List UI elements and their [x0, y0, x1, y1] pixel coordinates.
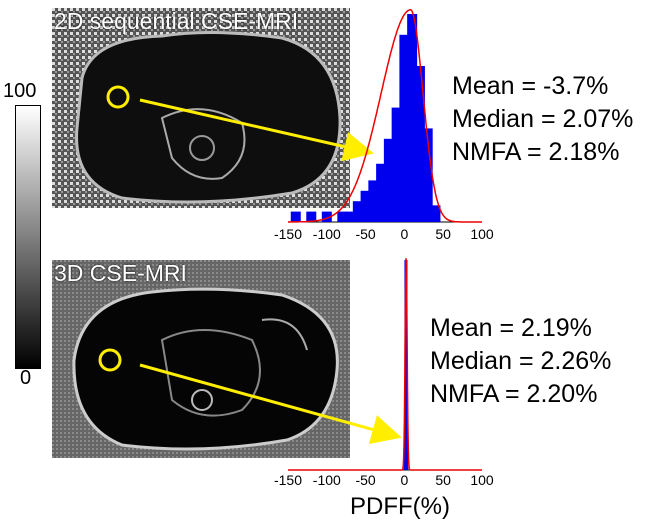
- arrow-2d: [139, 98, 374, 162]
- hist-bar: [337, 211, 348, 222]
- histogram-3d: [288, 258, 482, 471]
- xaxis-tick-label: -100: [312, 472, 341, 488]
- stats-3d-nmfa: NMFA = 2.20%: [430, 380, 598, 408]
- hist-bar: [306, 211, 317, 222]
- hist-bar: [360, 190, 371, 222]
- hist-bar: [321, 211, 332, 222]
- xaxis-tick-label: 50: [435, 472, 451, 488]
- xaxis-tick-label: -150: [273, 472, 303, 488]
- hist-bar: [405, 428, 409, 470]
- hist-bar: [407, 14, 418, 222]
- colorbar-min-label: 0: [20, 367, 32, 389]
- xaxis-tick-label: -150: [273, 226, 303, 242]
- stats-3d-mean: Mean = 2.19%: [430, 314, 592, 342]
- hist-bar: [352, 201, 363, 222]
- roi-circle-2d: [106, 85, 130, 109]
- hist-bar: [376, 163, 387, 222]
- hist-bar: [399, 34, 410, 222]
- hist-bar: [391, 107, 402, 222]
- xaxis-tick-label: 50: [435, 226, 451, 242]
- xaxis-tick-label: -50: [355, 472, 376, 488]
- stats-3d: Mean = 2.19% Median = 2.26% NMFA = 2.20%: [430, 312, 611, 411]
- panel-2d-title: 2D sequential CSE-MRI: [54, 8, 299, 34]
- stats-2d-mean: Mean = -3.7%: [452, 72, 609, 100]
- hist-bar: [345, 211, 356, 222]
- xaxis-tick-label: 0: [400, 226, 409, 242]
- arrow-3d: [139, 363, 402, 445]
- xaxis-tick-label: 100: [470, 226, 494, 242]
- stats-2d: Mean = -3.7% Median = 2.07% NMFA = 2.18%: [452, 70, 633, 169]
- xaxis-tick-label: 100: [470, 472, 494, 488]
- colorbar-max-label: 100: [3, 80, 37, 102]
- mri-2d-anatomy: [52, 8, 350, 208]
- hist-bar: [430, 205, 441, 222]
- hist-bar: [383, 138, 394, 222]
- xaxis-label: PDFF(%): [350, 493, 450, 520]
- xaxis-tick-label: 0: [400, 472, 409, 488]
- mri-image-2d: 2D sequential CSE-MRI: [52, 8, 350, 208]
- stats-3d-median: Median = 2.26%: [430, 347, 612, 375]
- panel-3d-title: 3D CSE-MRI: [54, 260, 187, 286]
- stats-2d-nmfa: NMFA = 2.18%: [452, 138, 620, 166]
- xaxis-tick-label: -50: [355, 226, 376, 242]
- hist-bar: [422, 128, 433, 222]
- hist-bar: [368, 180, 379, 222]
- roi-circle-3d: [98, 348, 122, 372]
- hist-bar: [290, 211, 301, 222]
- histogram-2d: [288, 9, 482, 223]
- mri-image-3d: 3D CSE-MRI: [52, 260, 350, 458]
- hist-bar: [414, 66, 425, 222]
- hist-fit-curve: [288, 258, 482, 471]
- mri-3d-anatomy: [52, 260, 350, 458]
- hist-fit-curve: [288, 9, 482, 223]
- stats-2d-median: Median = 2.07%: [452, 105, 634, 133]
- hist-bar: [404, 260, 408, 470]
- xaxis-tick-label: -100: [312, 226, 341, 242]
- colorbar: [15, 105, 41, 369]
